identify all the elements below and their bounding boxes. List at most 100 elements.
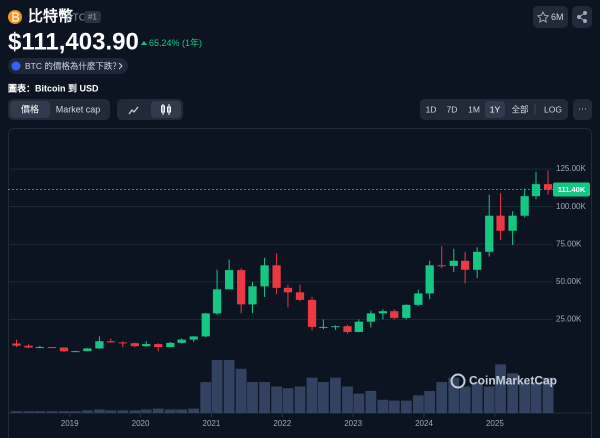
- candle-body: [414, 293, 423, 305]
- candle-body: [12, 343, 21, 346]
- range[interactable]: LOG: [544, 104, 562, 114]
- x-tick-label: 2019: [61, 419, 79, 428]
- volume-bar: [259, 382, 270, 413]
- candle-body: [272, 265, 281, 288]
- range[interactable]: 1M: [468, 104, 480, 114]
- candle-body: [543, 184, 553, 190]
- candle-body: [154, 344, 163, 348]
- chart: 25.00K 50.00K 75.00K 100.00K 125.00K 2019 2020…: [8, 164, 590, 428]
- candle-body: [130, 343, 139, 347]
- volume-bar: [152, 408, 164, 413]
- volume-bar: [519, 382, 531, 413]
- x-tick-label: 2020: [132, 419, 150, 428]
- candle-body: [83, 348, 92, 352]
- candle-body: [343, 326, 352, 333]
- volume-bar: [94, 409, 105, 413]
- x-tick-label: 2021: [203, 419, 221, 428]
- volume-bar: [542, 377, 554, 413]
- volume-bar: [459, 386, 471, 413]
- candle-body: [260, 265, 269, 287]
- candle-body: [201, 313, 210, 337]
- candle-body: [331, 326, 340, 328]
- tab[interactable]: Market cap: [56, 104, 101, 114]
- volume-bar: [448, 377, 460, 413]
- watermark: CoinMarketCap: [469, 374, 557, 388]
- watchlist-button[interactable]: [533, 6, 568, 28]
- candle-body: [508, 215, 517, 231]
- candle-body: [35, 347, 45, 349]
- volume-bar: [317, 382, 329, 413]
- x-tick-label: 2024: [415, 419, 433, 428]
- candle-body: [95, 341, 104, 349]
- y-tick-label: 25.00K: [556, 315, 582, 324]
- candle-body: [224, 270, 234, 290]
- candle-body: [496, 215, 505, 231]
- y-tick-label: 100.00K: [556, 202, 586, 211]
- candle-body: [189, 336, 198, 340]
- volume-bar: [483, 386, 495, 413]
- up-arrow: [141, 41, 147, 45]
- coin-icon-glyph: [12, 12, 20, 22]
- volume-bar: [388, 400, 400, 413]
- volume-bar: [235, 368, 247, 413]
- volume-bar: [424, 390, 436, 413]
- range[interactable]: 全部: [511, 104, 529, 114]
- candle-body: [354, 321, 363, 333]
- volume-bar: [400, 400, 412, 413]
- volume-bar: [140, 409, 152, 413]
- line-icon[interactable]: [128, 106, 139, 115]
- volume-bar: [34, 411, 46, 413]
- candle-body: [118, 342, 127, 344]
- tab-active[interactable]: [10, 101, 50, 118]
- range[interactable]: 1Y: [490, 104, 501, 114]
- volume-bar: [223, 360, 235, 413]
- question: BTC 的價格為什麼下跌？: [25, 61, 121, 71]
- chart-panel: [8, 128, 592, 438]
- watchlist-count: 6M: [551, 12, 564, 22]
- volume-bar: [377, 399, 389, 413]
- tab[interactable]: 價格: [21, 103, 39, 114]
- watermark-logo: [450, 373, 466, 389]
- more[interactable]: ···: [578, 103, 587, 113]
- candle-body: [307, 299, 317, 327]
- volume-bar: [412, 395, 424, 413]
- question-icon: [11, 61, 21, 71]
- candle-body: [212, 289, 222, 314]
- candle-body: [473, 251, 482, 270]
- volume-bar: [495, 364, 506, 413]
- y-tick-label: 75.00K: [556, 239, 582, 248]
- volume-bar: [471, 382, 483, 413]
- chart-type-active[interactable]: [151, 101, 181, 118]
- candle-body: [71, 351, 80, 353]
- volume-bar: [105, 410, 117, 413]
- volume-bar: [69, 411, 81, 413]
- range[interactable]: 1D: [426, 104, 437, 114]
- volume-bar: [306, 377, 318, 413]
- candle-icon[interactable]: [161, 104, 171, 115]
- candle-body: [390, 311, 399, 318]
- range-active[interactable]: [485, 101, 505, 118]
- share-button[interactable]: [572, 6, 592, 28]
- more-button[interactable]: [573, 99, 592, 120]
- current-price-label: 111.40K: [558, 185, 586, 194]
- candle-body: [460, 260, 470, 270]
- x-tick-label: 2023: [344, 419, 362, 428]
- candle-body: [531, 184, 541, 197]
- volume-bar: [200, 382, 212, 413]
- volume-bar: [353, 393, 365, 413]
- volume-bar: [23, 411, 34, 413]
- range[interactable]: 7D: [447, 104, 458, 114]
- volume-bar: [211, 360, 223, 413]
- question-pill[interactable]: [8, 58, 128, 74]
- candle-body: [520, 196, 529, 216]
- price-change: 65.24% (1年): [149, 37, 202, 48]
- candle-body: [437, 265, 446, 267]
- candle-body: [59, 347, 69, 352]
- chevron: [118, 62, 123, 70]
- volume-bar: [188, 408, 200, 413]
- x-tick-label: 2025: [486, 419, 504, 428]
- volume-bar: [247, 382, 258, 413]
- volume-bar: [365, 390, 377, 413]
- star-icon: [536, 10, 550, 23]
